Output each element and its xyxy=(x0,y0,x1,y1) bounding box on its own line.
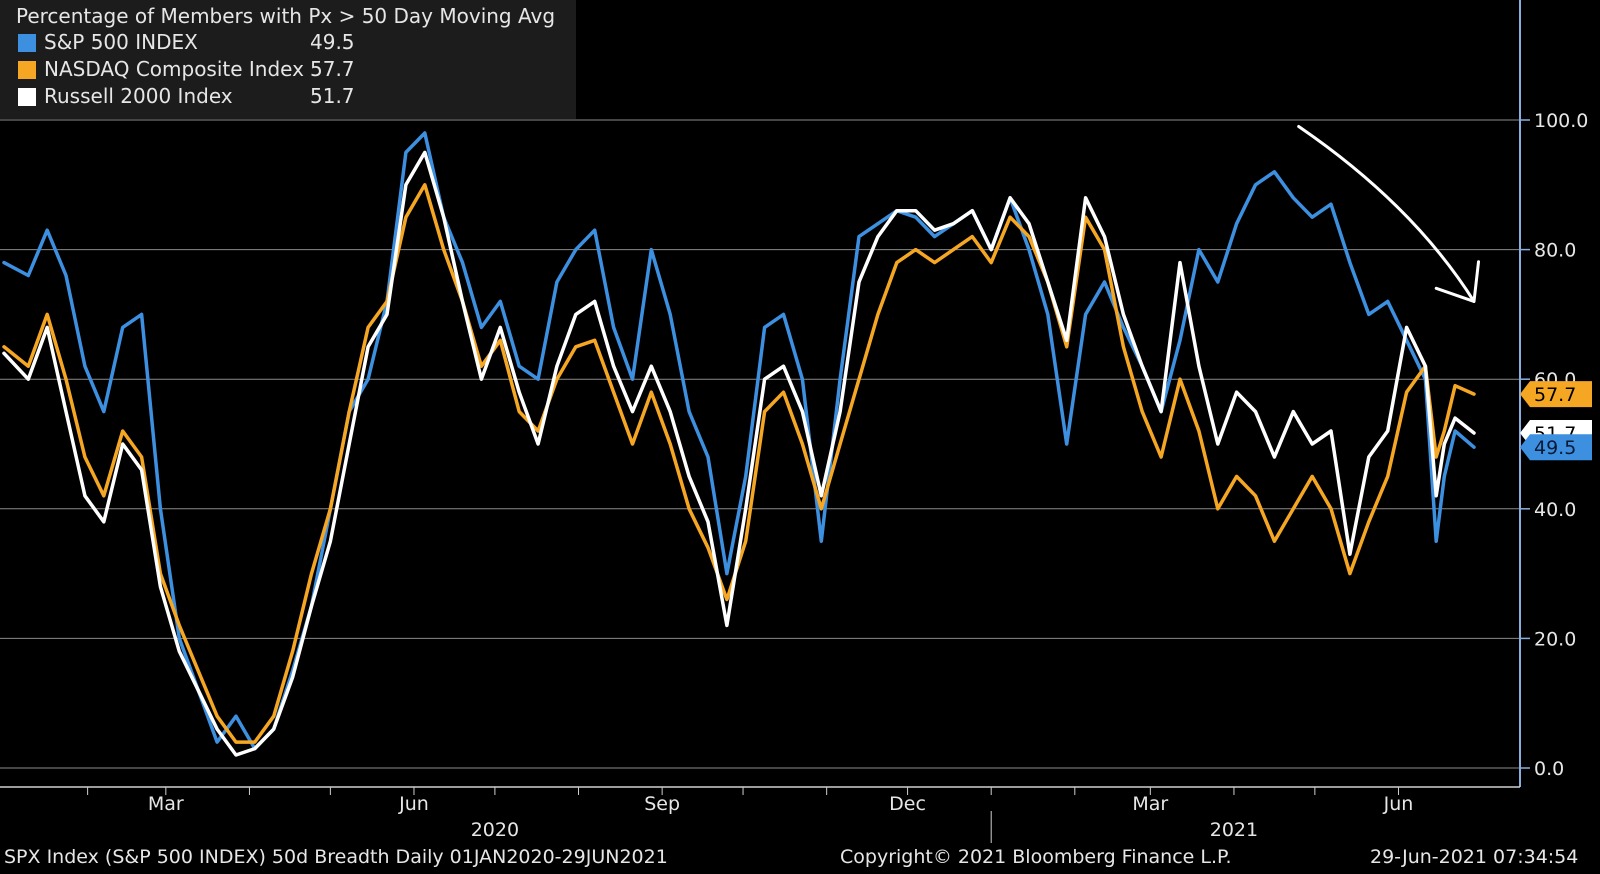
legend-swatch-russell xyxy=(18,88,36,106)
legend-box: Percentage of Members with Px > 50 Day M… xyxy=(0,0,576,119)
series-layer xyxy=(2,131,1476,757)
legend-value-sp500: 49.5 xyxy=(310,30,355,54)
legend-item-russell[interactable]: Russell 2000 Index 51.7 xyxy=(0,84,576,110)
annotation-arrow-head xyxy=(1434,260,1481,303)
series-line-sp500 xyxy=(2,131,1476,751)
y-tick-label: 80.0 xyxy=(1534,240,1576,262)
last-value-tags: 51.757.749.5 xyxy=(1520,381,1592,461)
legend-item-sp500[interactable]: S&P 500 INDEX 49.5 xyxy=(0,30,576,56)
legend-label-russell: Russell 2000 Index xyxy=(44,84,233,108)
x-year-label: 2021 xyxy=(1210,819,1258,841)
legend-swatch-nasdaq xyxy=(18,61,36,79)
legend-value-russell: 51.7 xyxy=(310,84,355,108)
legend-label-nasdaq: NASDAQ Composite Index xyxy=(44,57,304,81)
x-tick-label: Dec xyxy=(889,793,926,815)
footer-timestamp: 29-Jun-2021 07:34:54 xyxy=(1370,846,1579,868)
tag-background xyxy=(1520,434,1592,461)
chart-title: Percentage of Members with Px > 50 Day M… xyxy=(16,4,556,28)
series-line-nasdaq xyxy=(2,183,1476,744)
annotation-arrow-line xyxy=(1297,124,1476,303)
y-tick-label: 0.0 xyxy=(1534,758,1564,780)
y-tick-label: 100.0 xyxy=(1534,110,1588,132)
annotation-layer xyxy=(1297,124,1481,303)
footer-description: SPX Index (S&P 500 INDEX) 50d Breadth Da… xyxy=(4,846,668,868)
x-year-label: 2020 xyxy=(471,819,519,841)
tag-background xyxy=(1520,381,1592,408)
y-tick-label: 20.0 xyxy=(1534,628,1576,650)
legend-swatch-sp500 xyxy=(18,34,36,52)
last-value-tag-nasdaq: 57.7 xyxy=(1520,381,1592,408)
tag-label: 57.7 xyxy=(1534,384,1576,406)
x-tick-label: Mar xyxy=(148,793,184,815)
legend-item-nasdaq[interactable]: NASDAQ Composite Index 57.7 xyxy=(0,57,576,83)
last-value-tag-sp500: 49.5 xyxy=(1520,434,1592,461)
x-tick-label: Sep xyxy=(644,793,680,815)
y-tick-label: 40.0 xyxy=(1534,499,1576,521)
x-tick-label: Jun xyxy=(1383,793,1414,815)
legend-value-nasdaq: 57.7 xyxy=(310,57,355,81)
legend-label-sp500: S&P 500 INDEX xyxy=(44,30,198,54)
grid-lines xyxy=(0,119,1520,769)
footer-copyright: Copyright© 2021 Bloomberg Finance L.P. xyxy=(840,846,1232,868)
series-line-russell xyxy=(2,150,1476,757)
tag-label: 49.5 xyxy=(1534,437,1576,459)
x-tick-label: Jun xyxy=(398,793,429,815)
x-tick-label: Mar xyxy=(1132,793,1168,815)
